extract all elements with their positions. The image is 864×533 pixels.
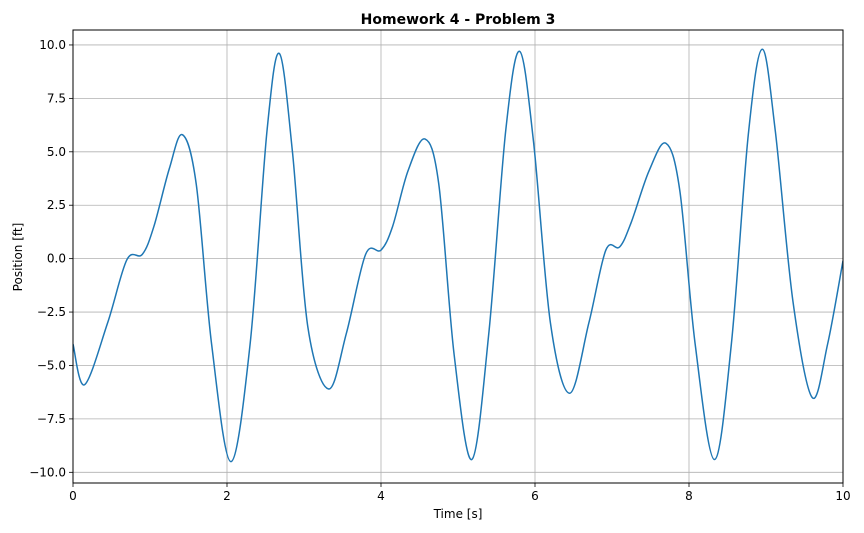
y-tick-label: 0.0	[47, 252, 66, 266]
y-tick-label: −5.0	[37, 358, 66, 372]
y-tick-label: 5.0	[47, 145, 66, 159]
plot-frame	[72, 29, 844, 484]
y-axis-label: Position [ft]	[11, 223, 25, 292]
y-tick-label: −2.5	[37, 305, 66, 319]
chart-title: Homework 4 - Problem 3	[361, 12, 556, 28]
x-tick-label: 6	[531, 489, 539, 503]
y-tick-label: 2.5	[47, 198, 66, 212]
y-tick-label: 10.0	[39, 38, 66, 52]
series-line	[73, 48, 843, 463]
plot-area	[73, 48, 843, 463]
x-tick-label: 10	[835, 489, 850, 503]
y-tick-label: −7.5	[37, 412, 66, 426]
axis-ticks: 0 2 4 6 8 10 −10.0 −7.5 −5.0 −2.5 0.0 2.5 5.0 7.5 10.0	[29, 38, 850, 503]
x-tick-label: 2	[223, 489, 231, 503]
x-tick-label: 8	[685, 489, 693, 503]
grid	[72, 30, 844, 483]
x-tick-label: 0	[69, 489, 77, 503]
x-axis-label: Time [s]	[433, 507, 483, 521]
y-tick-label: −10.0	[29, 465, 66, 479]
x-tick-label: 4	[377, 489, 385, 503]
y-tick-label: 7.5	[47, 91, 66, 105]
